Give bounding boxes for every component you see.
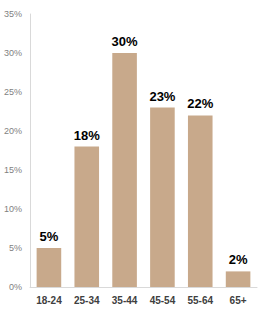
svg-text:23%: 23%: [149, 89, 175, 104]
svg-text:2%: 2%: [229, 252, 248, 267]
svg-text:18%: 18%: [74, 128, 100, 143]
svg-text:45-54: 45-54: [150, 295, 176, 306]
svg-text:55-64: 55-64: [187, 295, 213, 306]
svg-text:5%: 5%: [9, 243, 22, 253]
svg-text:30%: 30%: [4, 48, 22, 58]
svg-text:0%: 0%: [9, 282, 22, 292]
svg-text:35-44: 35-44: [112, 295, 138, 306]
svg-text:20%: 20%: [4, 126, 22, 136]
svg-text:10%: 10%: [4, 204, 22, 214]
svg-text:15%: 15%: [4, 165, 22, 175]
svg-text:65+: 65+: [230, 295, 247, 306]
svg-text:30%: 30%: [112, 34, 138, 49]
svg-text:18-24: 18-24: [36, 295, 62, 306]
svg-text:25-34: 25-34: [74, 295, 100, 306]
svg-text:22%: 22%: [187, 96, 213, 111]
svg-text:5%: 5%: [40, 229, 59, 244]
svg-text:25%: 25%: [4, 87, 22, 97]
svg-text:35%: 35%: [4, 9, 22, 19]
